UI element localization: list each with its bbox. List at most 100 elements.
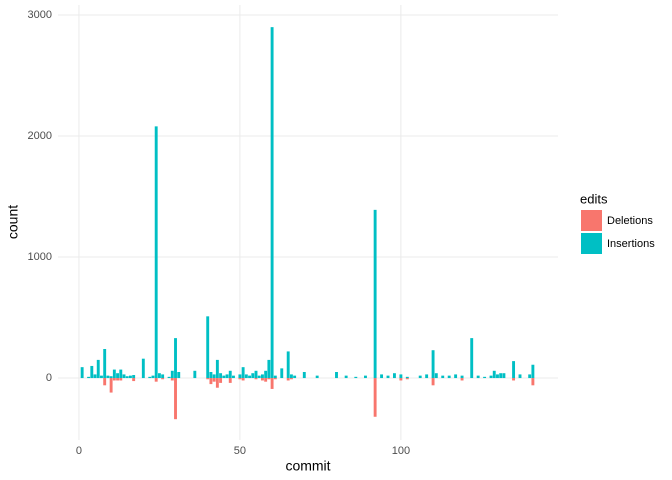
bar	[228, 378, 232, 383]
bar	[399, 378, 403, 381]
legend-title: edits	[580, 191, 608, 206]
x-tick-label: 100	[392, 445, 410, 457]
y-tick-label: 1000	[28, 251, 52, 263]
bar	[80, 367, 84, 379]
bar	[170, 370, 174, 379]
bar	[141, 358, 145, 379]
bar	[289, 374, 293, 379]
bar	[228, 370, 232, 379]
bar	[373, 378, 377, 417]
bar	[225, 374, 229, 379]
bar	[476, 375, 480, 379]
bar	[293, 375, 297, 379]
bar	[148, 376, 152, 379]
bar	[132, 375, 136, 379]
legend-label: Deletions	[607, 215, 653, 227]
bar	[103, 349, 107, 379]
bar	[193, 370, 197, 379]
bar	[238, 378, 242, 380]
bar	[460, 378, 464, 381]
bar	[454, 374, 458, 379]
bar	[280, 368, 284, 379]
bar	[270, 27, 274, 379]
bar	[528, 374, 532, 379]
bar	[209, 371, 213, 379]
bar	[206, 378, 210, 380]
bar	[100, 375, 103, 379]
bar	[531, 364, 535, 379]
bar	[431, 378, 435, 386]
bar	[93, 374, 97, 379]
bar	[106, 375, 110, 379]
bar	[96, 359, 100, 379]
bar	[132, 378, 136, 382]
bar	[483, 376, 487, 379]
bar	[302, 371, 306, 379]
bar	[167, 376, 171, 379]
bar	[267, 378, 271, 380]
x-tick-label: 0	[76, 445, 82, 457]
y-tick-label: 2000	[28, 130, 52, 142]
y-tick-label: 0	[46, 372, 52, 384]
bar	[499, 373, 503, 379]
bar	[154, 126, 158, 379]
bar	[241, 367, 245, 379]
bar	[399, 374, 403, 379]
bar	[161, 374, 165, 379]
bar	[405, 378, 409, 380]
bar	[286, 351, 290, 379]
bar	[344, 375, 348, 379]
bar	[315, 375, 319, 379]
bar	[248, 375, 252, 379]
bar	[502, 373, 506, 379]
bar	[238, 374, 242, 379]
legend-label: Insertions	[607, 238, 655, 250]
bar	[128, 375, 132, 379]
bar	[151, 375, 155, 379]
bar	[489, 375, 493, 379]
bar	[161, 378, 165, 380]
bar	[257, 375, 261, 379]
bar	[264, 370, 268, 379]
y-tick-label: 3000	[28, 9, 52, 21]
bar	[434, 373, 438, 379]
bar	[470, 338, 474, 379]
bar	[254, 370, 258, 379]
bar	[251, 373, 255, 379]
bar	[219, 378, 223, 383]
bar	[103, 378, 107, 386]
bar	[215, 359, 219, 379]
bar	[206, 316, 210, 379]
bar	[87, 376, 91, 379]
x-tick-label: 50	[234, 445, 246, 457]
bar	[335, 371, 338, 379]
bar	[354, 376, 358, 379]
bar	[241, 378, 245, 381]
y-axis-title: count	[5, 205, 21, 239]
bar	[441, 375, 445, 379]
bar	[405, 376, 409, 379]
legend-key	[581, 210, 602, 231]
bar	[386, 375, 390, 379]
bar	[260, 378, 264, 381]
bar	[267, 359, 271, 379]
bar	[431, 350, 435, 379]
bar	[373, 209, 377, 379]
bar	[380, 374, 384, 379]
bar	[112, 378, 116, 381]
bar	[116, 378, 120, 381]
bar	[109, 376, 113, 379]
bar	[286, 378, 290, 381]
bar	[512, 361, 516, 379]
bar	[425, 374, 429, 379]
bar	[492, 370, 496, 379]
legend-key	[581, 233, 602, 254]
bar	[154, 378, 158, 382]
bar	[112, 369, 116, 379]
bar	[119, 369, 123, 379]
bar	[209, 378, 213, 385]
bar	[364, 375, 367, 379]
bar	[254, 378, 258, 380]
bar	[512, 378, 516, 381]
